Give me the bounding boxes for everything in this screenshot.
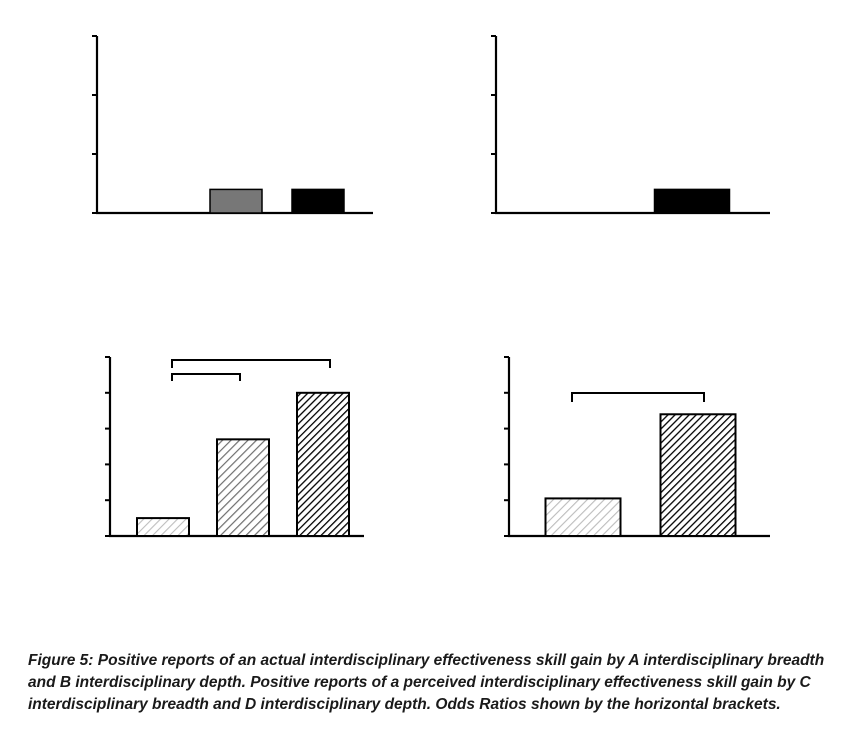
bracket-narrow-medium — [171, 373, 241, 381]
bar — [296, 391, 350, 537]
bar — [216, 438, 270, 537]
bracket-sequential-integrated — [571, 392, 705, 402]
bar — [136, 517, 190, 537]
bar — [653, 188, 731, 214]
bar — [209, 188, 263, 214]
bar — [544, 497, 622, 538]
bar — [291, 188, 345, 214]
bar — [659, 413, 737, 537]
figure-caption: Figure 5: Positive reports of an actual … — [28, 652, 825, 713]
bracket-narrow-wide — [171, 359, 331, 368]
